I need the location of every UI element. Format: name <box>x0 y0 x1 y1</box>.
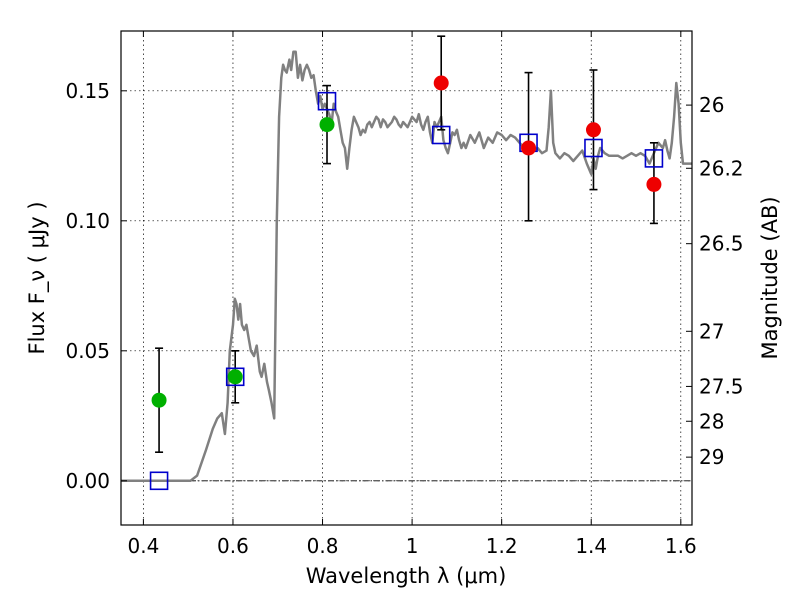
x-tick-label: 0.8 <box>307 534 339 558</box>
observed-point-marker <box>521 140 537 156</box>
x-axis-label: Wavelength λ (μm) <box>306 564 507 588</box>
y-tick-label: 0.00 <box>65 469 110 493</box>
model-spectrum <box>121 50 692 483</box>
observed-point-marker <box>151 392 167 408</box>
template-square-marker <box>431 125 451 145</box>
template-square-marker <box>584 138 603 158</box>
x-tick-label: 1.4 <box>575 534 607 558</box>
x-tick-label: 1 <box>406 534 419 558</box>
right-tick-label: 28 <box>699 409 724 433</box>
template-square-marker <box>225 367 245 387</box>
observed-point-marker <box>227 369 243 385</box>
y-tick-label: 0.15 <box>65 79 110 103</box>
right-tick-label: 26 <box>699 93 724 117</box>
template-points <box>149 91 664 491</box>
right-tick-label: 26.5 <box>699 232 744 256</box>
observed-points <box>151 75 662 408</box>
right-tick-label: 29 <box>699 445 724 469</box>
observed-point-marker <box>433 75 449 91</box>
model-spectrum-line <box>121 50 692 483</box>
template-square-marker <box>317 91 337 111</box>
right-tick-label: 27 <box>699 319 724 343</box>
plot-frame <box>120 30 693 526</box>
observed-point-marker <box>319 117 335 133</box>
template-square-marker <box>644 149 664 168</box>
error-bars <box>155 35 658 454</box>
axis-ticks: 0.4 0.6 0.8 1 1.2 1.4 1.6 0.00 0.05 0.10 0.15 26 26.… <box>65 31 744 558</box>
observed-point-marker <box>646 176 662 192</box>
x-tick-label: 0.4 <box>127 534 159 558</box>
x-tick-label: 1.2 <box>486 534 518 558</box>
observed-point-marker <box>585 122 601 138</box>
y-tick-label: 0.10 <box>65 209 110 233</box>
right-tick-label: 27.5 <box>699 374 744 398</box>
y-axis-label: Flux F_ν ( μJy ) <box>25 201 50 354</box>
right-axis-label: Magnitude (AB) <box>758 196 782 359</box>
x-tick-label: 1.6 <box>665 534 697 558</box>
right-tick-label: 26.2 <box>699 156 744 180</box>
template-square-marker <box>149 471 169 491</box>
x-tick-label: 0.6 <box>217 534 249 558</box>
y-tick-label: 0.05 <box>65 339 110 363</box>
